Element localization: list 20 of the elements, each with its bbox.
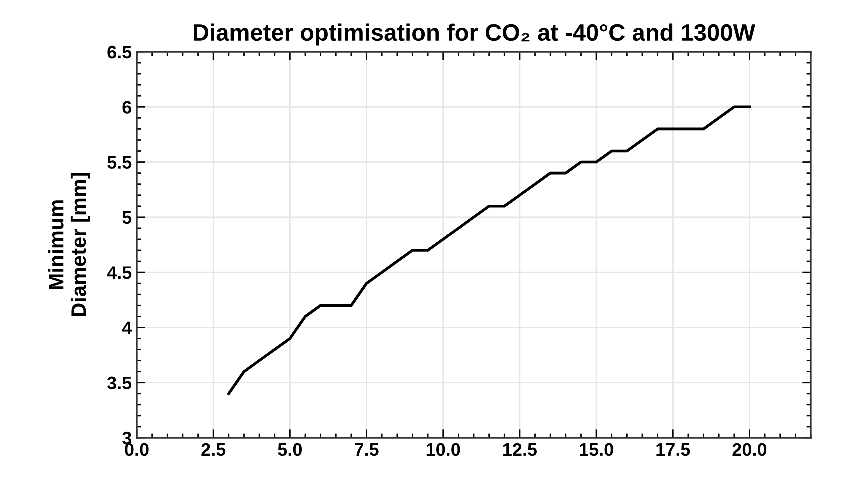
- x-tick-label: 17.5: [656, 444, 690, 456]
- x-tick-label: 2.5: [202, 443, 226, 456]
- y-tick-label: 3: [122, 432, 132, 445]
- y-tick-label: 5.5: [108, 156, 132, 170]
- x-tick-label: 7.5: [355, 444, 379, 456]
- x-tick-label: 12.5: [504, 443, 538, 456]
- line-series: [228, 106, 752, 396]
- y-axis-title: Minimum Diameter [mm]: [48, 173, 90, 317]
- y-tick-label: 6.5: [108, 46, 132, 59]
- y-tick-label: 4.5: [107, 266, 132, 280]
- y-tick-label: 3.5: [107, 376, 132, 390]
- x-tick-label: 15.0: [580, 443, 614, 456]
- x-tick-label: 10.0: [426, 443, 460, 456]
- x-tick-label: 20.0: [732, 443, 767, 456]
- chart-title: Diameter optimisation for CO₂ at -40°C and 1300W: [194, 24, 756, 46]
- y-tick-label: 6: [122, 101, 132, 114]
- x-tick-label: 5.0: [278, 443, 302, 456]
- y-tick-label: 4: [122, 322, 132, 334]
- x-tick-label: 0.0: [125, 443, 149, 456]
- y-tick-label: 5: [122, 212, 132, 224]
